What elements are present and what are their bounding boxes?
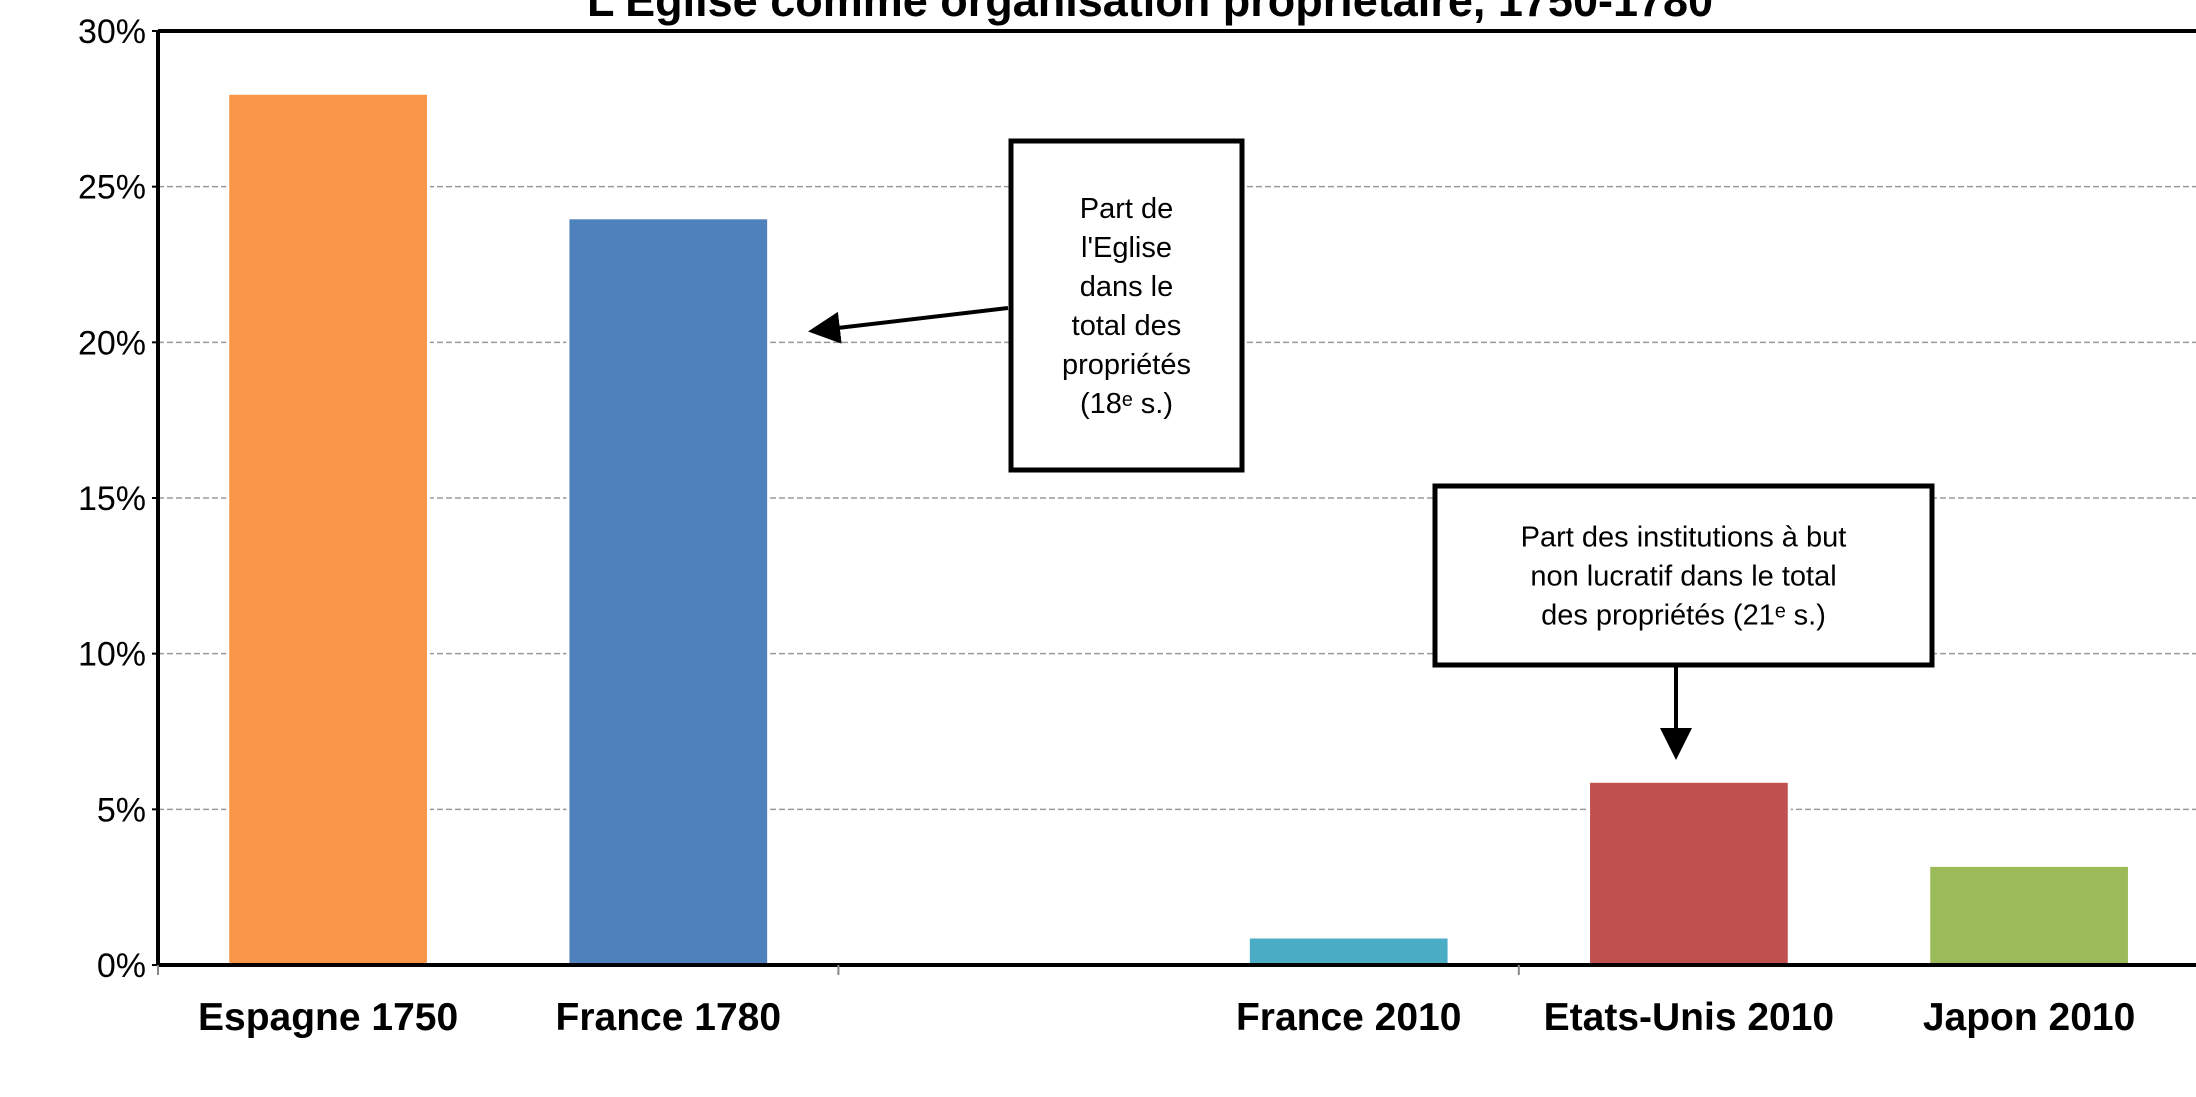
- annotation-text: Part des institutions à but: [1521, 521, 1847, 553]
- annotation-arrow: [808, 306, 1009, 344]
- annotation-text: non lucratif dans le total: [1530, 560, 1836, 592]
- y-tick-label: 0%: [97, 947, 146, 985]
- annotation-text: (18ᵉ s.): [1080, 388, 1173, 420]
- y-tick-label: 30%: [78, 13, 146, 51]
- annotation-text: total des: [1072, 310, 1182, 342]
- x-tick-label: Japon 2010: [1922, 996, 2136, 1039]
- annotation-text: propriétés: [1062, 349, 1191, 381]
- chart-title: L'Eglise comme organisation propriétaire…: [587, 0, 1713, 26]
- annotation-text: Part de: [1080, 193, 1174, 225]
- y-tick-label: 5%: [97, 791, 146, 829]
- y-tick-label: 15%: [78, 480, 146, 518]
- bar: [566, 216, 771, 967]
- y-tick-label: 25%: [78, 169, 146, 207]
- x-tick-label: France 2010: [1235, 996, 1462, 1039]
- annotation-text: l'Eglise: [1081, 232, 1172, 264]
- x-tick-label: France 1780: [555, 996, 782, 1039]
- annotation-text: des propriétés (21ᵉ s.): [1541, 599, 1826, 631]
- bar: [226, 91, 430, 967]
- x-tick-label: Etats-Unis 2010: [1543, 996, 1835, 1039]
- annotation-text: dans le: [1080, 271, 1174, 303]
- y-tick-label: 20%: [78, 324, 146, 362]
- annotation-box: [1432, 483, 1935, 668]
- annotation-box: [1008, 138, 1245, 473]
- y-tick-label: 10%: [78, 636, 146, 674]
- bar: [1587, 779, 1791, 967]
- x-tick-label: Espagne 1750: [198, 996, 459, 1039]
- bar: [1246, 935, 1451, 967]
- bar: [1927, 863, 2131, 967]
